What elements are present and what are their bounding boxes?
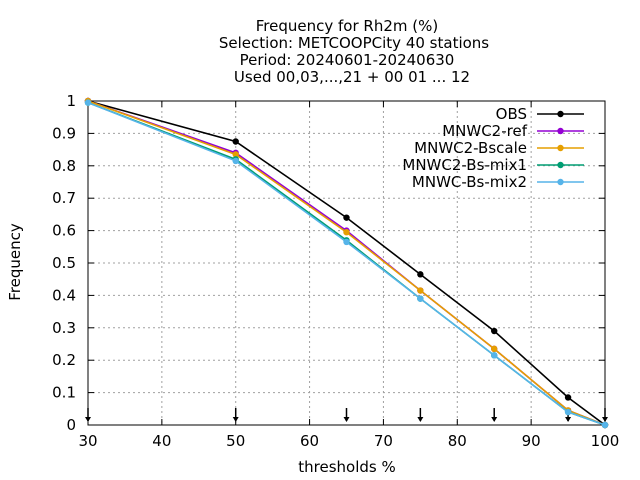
x-tick-label: 50	[226, 432, 245, 450]
data-point	[232, 151, 239, 158]
title-line-2: Selection: METCOOPCity 40 stations	[219, 34, 489, 52]
threshold-arrow-head	[491, 417, 498, 422]
data-point	[564, 394, 572, 401]
y-tick-label: 1	[66, 92, 76, 110]
legend-label: MNWC2-Bscale	[414, 139, 527, 157]
legend-marker	[557, 144, 564, 152]
axes: 30 40 50 60 70 80 90 100 0 0.1 0.2 0.3 0.4 0.5 0.6 0.7 0…	[52, 92, 619, 450]
y-tick-label: 0.7	[52, 189, 76, 207]
series-mnwc-bs-mix2	[84, 99, 609, 429]
legend-entry: MNWC2-Bs-mix1	[402, 156, 584, 174]
legend-label: MNWC-Bs-mix2	[412, 173, 527, 191]
data-point	[343, 214, 350, 221]
y-tick-label: 0.8	[52, 157, 76, 175]
threshold-arrow-head	[85, 417, 91, 422]
y-tick-label: 0.3	[52, 319, 76, 337]
legend-entry: MNWC2-ref	[442, 122, 584, 140]
data-point	[491, 352, 498, 359]
threshold-arrow-head	[232, 417, 239, 422]
data-point	[564, 408, 572, 416]
legend-entry: MNWC-Bs-mix2	[412, 173, 584, 191]
data-point	[491, 327, 498, 335]
legend-marker	[557, 127, 564, 135]
data-point	[417, 271, 424, 278]
y-tick-label: 0.1	[52, 384, 76, 402]
legend-label: OBS	[496, 105, 527, 123]
y-tick-label: 0.2	[52, 351, 76, 369]
legend-marker	[557, 178, 564, 186]
x-tick-label: 70	[374, 432, 393, 450]
data-point	[232, 157, 239, 165]
legend-entry: OBS	[496, 105, 584, 123]
x-axis-label: thresholds %	[298, 458, 395, 476]
title-line-1: Frequency for Rh2m (%)	[256, 17, 438, 35]
legend-marker	[557, 161, 564, 169]
chart-title: Frequency for Rh2m (%) Selection: METCOO…	[219, 17, 489, 86]
threshold-arrow-head	[417, 417, 424, 422]
x-tick-label: 40	[152, 432, 171, 450]
data-point	[232, 138, 239, 145]
data-point	[343, 229, 350, 236]
threshold-arrow-head	[602, 417, 608, 422]
title-line-3: Period: 20240601-20240630	[240, 51, 455, 69]
threshold-arrow-head	[343, 417, 350, 422]
title-line-4: Used 00,03,...,21 + 00 01 ... 12	[234, 68, 470, 86]
x-tick-label: 60	[300, 432, 319, 450]
grid	[88, 101, 605, 425]
legend-entry: MNWC2-Bscale	[414, 139, 584, 157]
y-axis-label: Frequency	[6, 223, 24, 301]
y-tick-label: 0.6	[52, 222, 76, 240]
legend-label: MNWC2-ref	[442, 122, 527, 140]
x-tick-label: 100	[591, 432, 620, 450]
data-point	[417, 295, 424, 302]
series-line	[87, 100, 606, 426]
data-point	[343, 238, 350, 246]
y-tick-label: 0	[66, 416, 76, 434]
series-group	[84, 97, 609, 429]
data-point	[417, 287, 424, 294]
x-tick-label: 30	[78, 432, 97, 450]
data-point	[601, 421, 609, 429]
data-point	[491, 345, 498, 353]
y-tick-label: 0.5	[52, 254, 76, 272]
legend-marker	[557, 110, 564, 118]
threshold-markers	[85, 408, 608, 422]
x-tick-label: 80	[448, 432, 467, 450]
y-tick-label: 0.9	[52, 124, 76, 142]
legend-label: MNWC2-Bs-mix1	[402, 156, 527, 174]
y-tick-label: 0.4	[52, 286, 76, 304]
data-point	[84, 99, 92, 106]
threshold-arrow-head	[565, 417, 572, 422]
legend: OBSMNWC2-refMNWC2-BscaleMNWC2-Bs-mix1MNW…	[402, 105, 584, 191]
x-tick-label: 90	[522, 432, 541, 450]
